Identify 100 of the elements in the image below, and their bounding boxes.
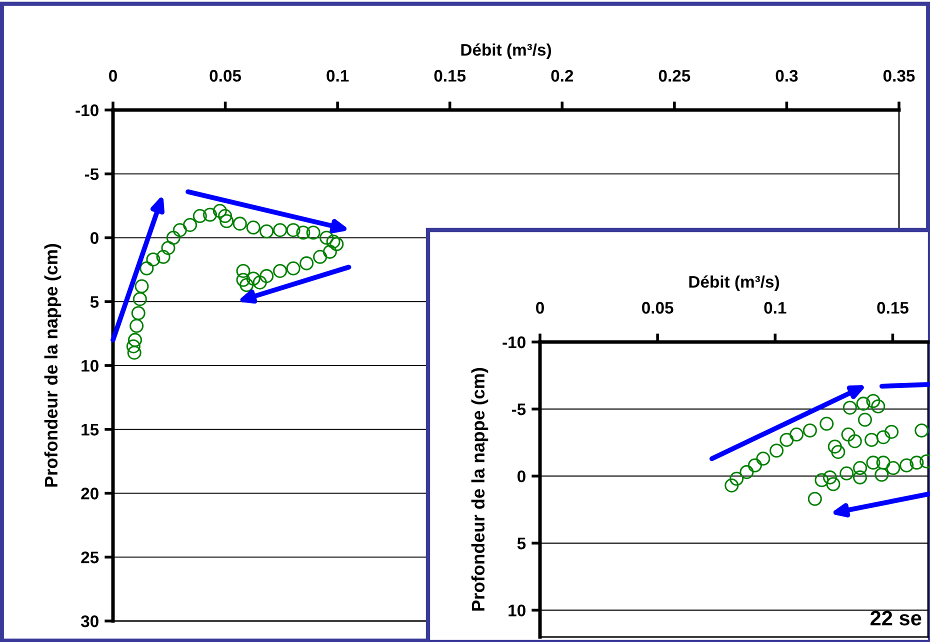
point	[240, 278, 254, 292]
point	[183, 218, 198, 232]
point	[856, 396, 870, 411]
point	[132, 292, 147, 306]
point	[313, 250, 328, 264]
point	[260, 269, 274, 284]
point	[770, 444, 784, 458]
point	[756, 452, 770, 466]
x-tick-label: 0.25	[658, 70, 690, 82]
point	[876, 430, 890, 444]
point	[826, 477, 840, 492]
x-axis-title: Débit (m³/s)	[689, 275, 780, 292]
x-tick-label: 0.05	[642, 302, 674, 314]
point	[842, 400, 857, 415]
point	[130, 318, 144, 333]
point	[236, 264, 250, 278]
point	[910, 456, 924, 470]
point	[236, 272, 250, 287]
point	[306, 226, 320, 240]
point	[296, 226, 310, 240]
point	[161, 240, 176, 255]
x-tick-label: 0.35	[883, 70, 915, 82]
point	[841, 428, 856, 442]
point	[172, 223, 187, 238]
point	[300, 256, 314, 270]
y-tick-label: 10	[508, 604, 526, 616]
y-tick-label: -5	[84, 168, 99, 180]
point	[914, 423, 929, 438]
x-tick-label: 0.05	[210, 70, 242, 82]
y-tick-label: 15	[82, 424, 99, 436]
point	[730, 472, 744, 486]
y-tick-label: 25	[81, 552, 99, 564]
x-tick-label: 0.3	[776, 70, 798, 82]
point	[858, 412, 872, 427]
point	[808, 492, 822, 506]
point	[203, 208, 218, 222]
point	[900, 458, 914, 472]
point	[273, 223, 288, 238]
point	[874, 468, 889, 482]
y-axis-title: Profondeur de la nappe (cm)	[471, 368, 488, 611]
point	[853, 470, 868, 484]
y-tick-label: 5	[90, 296, 99, 308]
point	[156, 250, 170, 264]
point	[822, 470, 837, 484]
y-tick-label: 30	[80, 615, 98, 628]
point	[790, 428, 804, 442]
y-tick-label: 5	[517, 538, 526, 550]
point	[866, 456, 880, 470]
point	[128, 332, 142, 347]
point	[828, 440, 842, 454]
point	[802, 423, 817, 438]
point	[246, 272, 260, 286]
point	[212, 204, 227, 218]
point	[286, 261, 300, 276]
point	[127, 346, 142, 360]
y-tick-label: 0	[518, 470, 526, 482]
y-tick-label: -10	[502, 336, 526, 348]
point	[853, 461, 868, 476]
point	[192, 209, 207, 224]
x-tick-label: 0.1	[764, 302, 786, 314]
point	[252, 275, 267, 290]
point	[820, 416, 834, 431]
point	[322, 244, 337, 259]
point	[848, 434, 862, 448]
x-axis-title: Débit (m³/s)	[461, 43, 552, 60]
point	[246, 220, 260, 235]
x-tick-label: 0.15	[877, 302, 908, 314]
point	[780, 432, 794, 447]
point	[131, 306, 146, 320]
point	[884, 424, 899, 439]
point	[876, 456, 890, 470]
point	[220, 214, 234, 228]
point	[134, 279, 149, 294]
point	[320, 230, 334, 245]
point	[126, 339, 140, 354]
point	[330, 237, 344, 252]
x-tick-label: 0	[109, 70, 117, 82]
y-axis-title: Profondeur de la nappe (cm)	[44, 244, 62, 487]
point	[326, 234, 340, 249]
point	[831, 444, 846, 459]
x-tick-label: 0.15	[434, 70, 466, 82]
point	[864, 432, 879, 447]
point	[866, 394, 880, 408]
x-tick-label: 0.2	[551, 70, 574, 82]
point	[886, 461, 900, 476]
point	[218, 209, 232, 224]
point	[840, 466, 854, 480]
point	[286, 223, 300, 238]
x-tick-label: 0.1	[326, 70, 349, 82]
y-tick-label: 0	[90, 232, 98, 244]
point	[748, 458, 762, 472]
point	[273, 264, 288, 278]
y-tick-label: 20	[81, 488, 98, 500]
x-tick-label: 0	[536, 302, 544, 314]
y-tick-label: -5	[512, 404, 526, 416]
point	[166, 230, 180, 245]
annotation: 22 se	[870, 610, 922, 626]
point	[724, 478, 739, 492]
point	[146, 252, 160, 266]
point	[232, 216, 247, 231]
